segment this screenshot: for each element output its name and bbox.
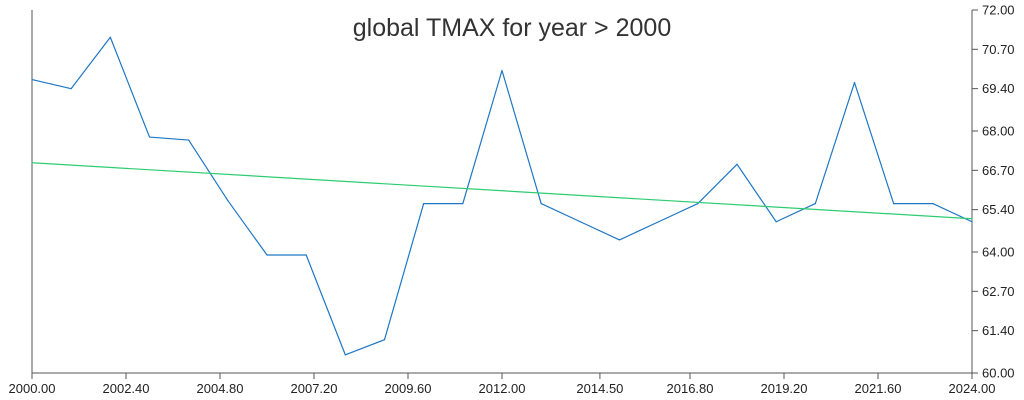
tmax-data-point bbox=[70, 88, 72, 90]
tmax-data-point bbox=[932, 203, 934, 205]
x-tick-label: 2024.00 bbox=[949, 381, 996, 396]
series-layer bbox=[31, 36, 973, 356]
x-tick-label: 2002.40 bbox=[103, 381, 150, 396]
trend-data-point bbox=[971, 218, 973, 220]
y-tick-label: 70.70 bbox=[982, 42, 1015, 57]
tmax-data-point bbox=[423, 203, 425, 205]
tmax-data-point bbox=[462, 203, 464, 205]
x-tick-label: 2021.60 bbox=[855, 381, 902, 396]
tmax-data-point bbox=[579, 221, 581, 223]
tmax-data-point bbox=[853, 82, 856, 84]
tmax-data-point bbox=[344, 354, 346, 356]
tmax-data-point bbox=[148, 136, 151, 138]
x-tick-label: 2016.80 bbox=[667, 381, 714, 396]
trend-series-line bbox=[31, 162, 973, 220]
y-tick-label: 72.00 bbox=[982, 3, 1015, 18]
x-tick-label: 2004.80 bbox=[197, 381, 244, 396]
chart-title: global TMAX for year > 2000 bbox=[353, 14, 671, 42]
x-tick-label: 2000.00 bbox=[9, 381, 56, 396]
x-tick-label: 2009.60 bbox=[385, 381, 432, 396]
y-tick-label: 64.00 bbox=[982, 245, 1015, 260]
tmax-data-point bbox=[109, 36, 111, 38]
y-tick-label: 60.00 bbox=[982, 366, 1015, 381]
tmax-data-point bbox=[697, 203, 699, 205]
tmax-data-point bbox=[736, 163, 738, 165]
tmax-data-point bbox=[31, 78, 33, 81]
tmax-data-point bbox=[775, 221, 777, 223]
tmax-data-point bbox=[266, 254, 268, 256]
x-tick-label: 2019.20 bbox=[761, 381, 808, 396]
tmax-data-point bbox=[188, 139, 190, 141]
tmax-data-point bbox=[305, 254, 307, 256]
axes: 2000.00 2002.40 2004.80 2007.20 2009.60 2012.… bbox=[9, 3, 1015, 397]
x-tick-label: 2014.50 bbox=[576, 381, 623, 396]
tmax-data-point bbox=[893, 203, 895, 205]
y-tick-label: 61.40 bbox=[982, 323, 1015, 338]
tmax-data-point bbox=[618, 239, 621, 241]
tmax-series-line bbox=[31, 36, 973, 356]
tmax-data-point bbox=[227, 199, 229, 202]
x-tick-label: 2012.00 bbox=[479, 381, 526, 396]
trend-data-point bbox=[31, 162, 33, 164]
y-tick-label: 65.40 bbox=[982, 202, 1015, 217]
y-tick-label: 68.00 bbox=[982, 124, 1015, 139]
tmax-data-point bbox=[658, 221, 660, 223]
tmax-data-point bbox=[383, 339, 386, 341]
y-tick-label: 62.70 bbox=[982, 284, 1015, 299]
x-tick-label: 2007.20 bbox=[291, 381, 338, 396]
tmax-data-point bbox=[971, 221, 973, 223]
y-tick-label: 69.40 bbox=[982, 81, 1015, 96]
tmax-data-point bbox=[814, 203, 816, 205]
tmax-data-point bbox=[540, 203, 542, 205]
tmax-data-point bbox=[501, 69, 503, 72]
y-tick-label: 66.70 bbox=[982, 163, 1015, 178]
